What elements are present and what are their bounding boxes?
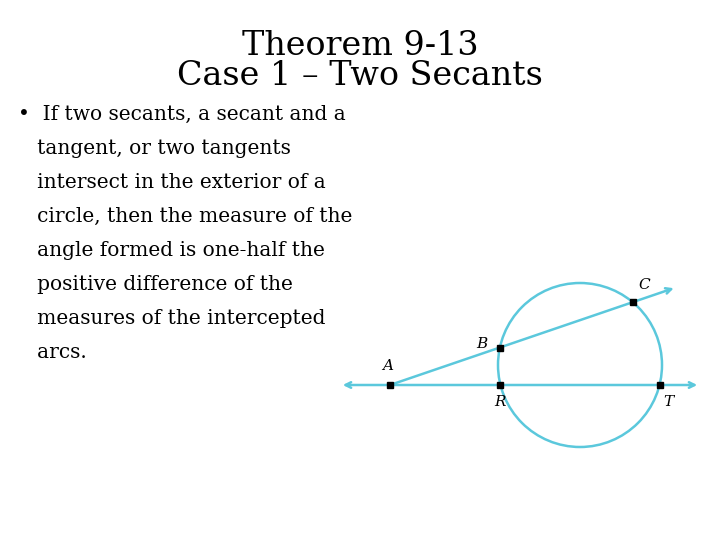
Text: positive difference of the: positive difference of the (18, 275, 293, 294)
Text: B: B (477, 336, 488, 350)
Text: Case 1 – Two Secants: Case 1 – Two Secants (177, 60, 543, 92)
Text: intersect in the exterior of a: intersect in the exterior of a (18, 173, 325, 192)
Text: A: A (382, 359, 394, 373)
Text: arcs.: arcs. (18, 343, 86, 362)
Text: Theorem 9-13: Theorem 9-13 (242, 30, 478, 62)
Text: T: T (664, 395, 674, 409)
Text: R: R (495, 395, 506, 409)
Text: angle formed is one-half the: angle formed is one-half the (18, 241, 325, 260)
Text: •  If two secants, a secant and a: • If two secants, a secant and a (18, 105, 346, 124)
Text: measures of the intercepted: measures of the intercepted (18, 309, 325, 328)
Text: C: C (639, 278, 650, 292)
Text: circle, then the measure of the: circle, then the measure of the (18, 207, 352, 226)
Text: tangent, or two tangents: tangent, or two tangents (18, 139, 291, 158)
